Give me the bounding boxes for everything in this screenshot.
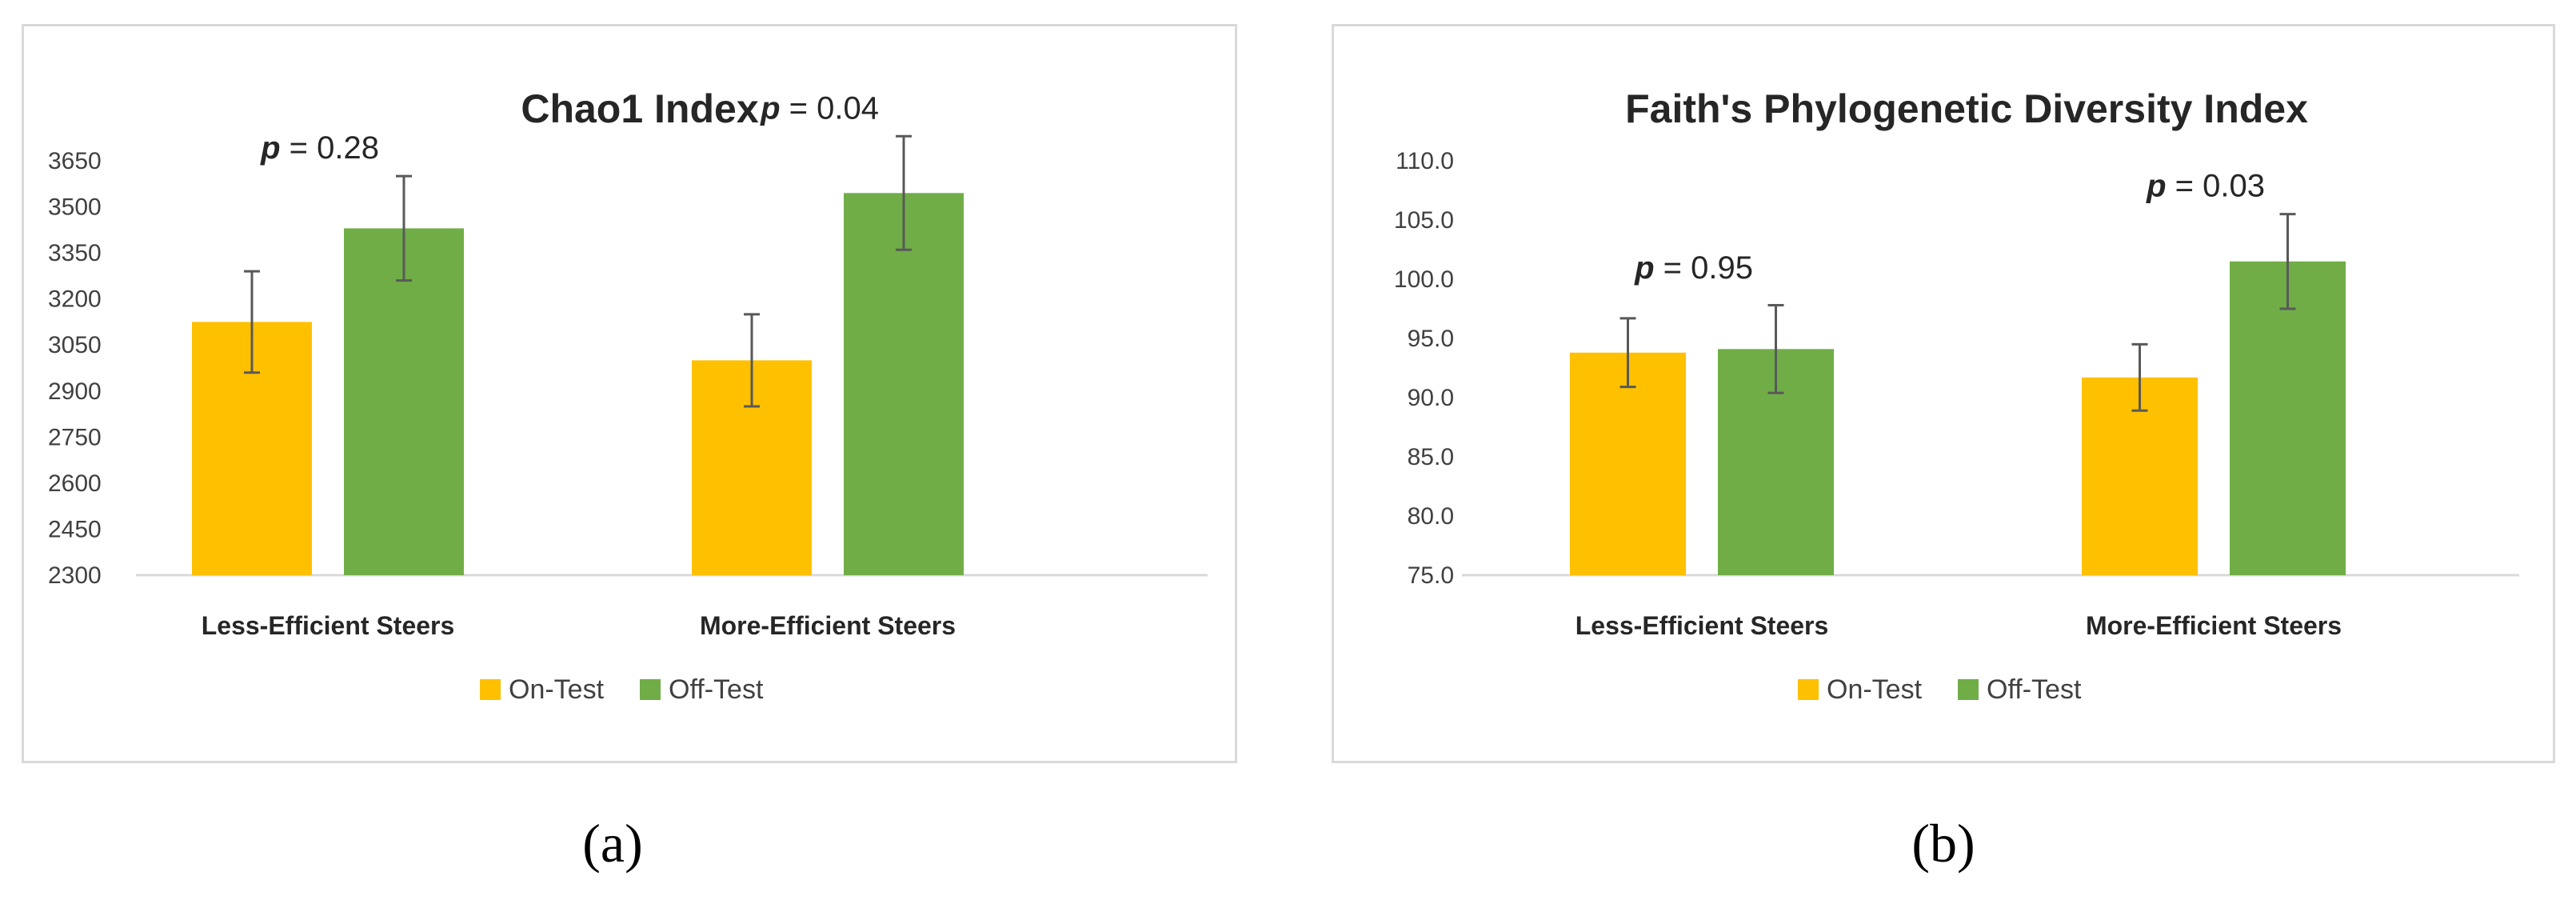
p-value-symbol: p	[2146, 169, 2166, 204]
y-tick-label: 100.0	[1394, 266, 1454, 293]
y-tick-label: 2600	[48, 470, 102, 497]
p-value-text: = 0.04	[781, 90, 879, 126]
p-value-text: = 0.28	[281, 130, 379, 166]
y-tick-label: 2750	[48, 424, 102, 450]
faith-pd-chart: Faith's Phylogenetic Diversity Index 75.0…	[1394, 86, 2519, 705]
y-tick-label: 105.0	[1394, 207, 1454, 234]
p-value-symbol: p	[260, 130, 280, 166]
p-value-symbol: p	[760, 90, 780, 126]
chart-title: Faith's Phylogenetic Diversity Index	[1625, 86, 2308, 131]
y-tick-label: 2450	[48, 516, 102, 542]
legend-swatch-on-test	[1798, 679, 1819, 700]
legend-label-on-test: On-Test	[1827, 674, 1923, 705]
subfigure-label-a: (a)	[582, 813, 643, 874]
x-category-label: Less-Efficient Steers	[202, 611, 455, 640]
chart-title: Chao1 Index	[521, 86, 758, 131]
x-category-label: More-Efficient Steers	[2086, 611, 2342, 640]
x-category-label: Less-Efficient Steers	[1576, 611, 1829, 640]
p-value-text: = 0.95	[1655, 250, 1753, 286]
p-value-annotation: p = 0.03	[2146, 169, 2265, 204]
chart-panel-chao1: Chao1 Index 2300 2450 2600 2750 2900 3050 3200 3…	[22, 24, 1237, 763]
y-tick-label: 85.0	[1408, 444, 1454, 470]
y-tick-label: 3650	[48, 148, 102, 174]
y-tick-label: 2300	[48, 562, 102, 589]
x-category-label: More-Efficient Steers	[700, 611, 956, 640]
p-value-annotation: p = 0.04	[760, 90, 879, 126]
legend-swatch-on-test	[480, 679, 501, 700]
y-tick-label: 2900	[48, 378, 102, 405]
legend-label-on-test: On-Test	[509, 674, 605, 705]
legend-swatch-off-test	[640, 679, 661, 700]
y-tick-label: 80.0	[1408, 503, 1454, 530]
subfigure-label-b: (b)	[1911, 813, 1975, 874]
y-tick-label: 75.0	[1408, 562, 1454, 589]
bar-off-test	[344, 228, 464, 575]
chart-panel-faith-pd: Faith's Phylogenetic Diversity Index 75.0…	[1332, 24, 2555, 763]
bar-off-test	[844, 193, 964, 576]
y-tick-label: 3350	[48, 240, 102, 266]
p-value-annotation: p = 0.28	[260, 130, 379, 166]
legend-swatch-off-test	[1958, 679, 1979, 700]
p-value-annotation: p = 0.95	[1634, 250, 1753, 286]
y-tick-label: 90.0	[1408, 385, 1454, 411]
y-tick-label: 3050	[48, 332, 102, 358]
legend-label-off-test: Off-Test	[1987, 674, 2082, 705]
y-tick-label: 110.0	[1396, 148, 1454, 174]
chao1-chart: Chao1 Index 2300 2450 2600 2750 2900 3050 3200 3…	[48, 86, 1208, 705]
bar-on-test	[1570, 352, 1686, 575]
y-tick-label: 95.0	[1408, 326, 1454, 352]
y-tick-label: 3500	[48, 194, 102, 221]
p-value-text: = 0.03	[2167, 169, 2265, 204]
legend-label-off-test: Off-Test	[669, 674, 764, 705]
p-value-symbol: p	[1634, 250, 1654, 286]
bar-off-test	[2230, 261, 2346, 575]
y-tick-label: 3200	[48, 286, 102, 313]
